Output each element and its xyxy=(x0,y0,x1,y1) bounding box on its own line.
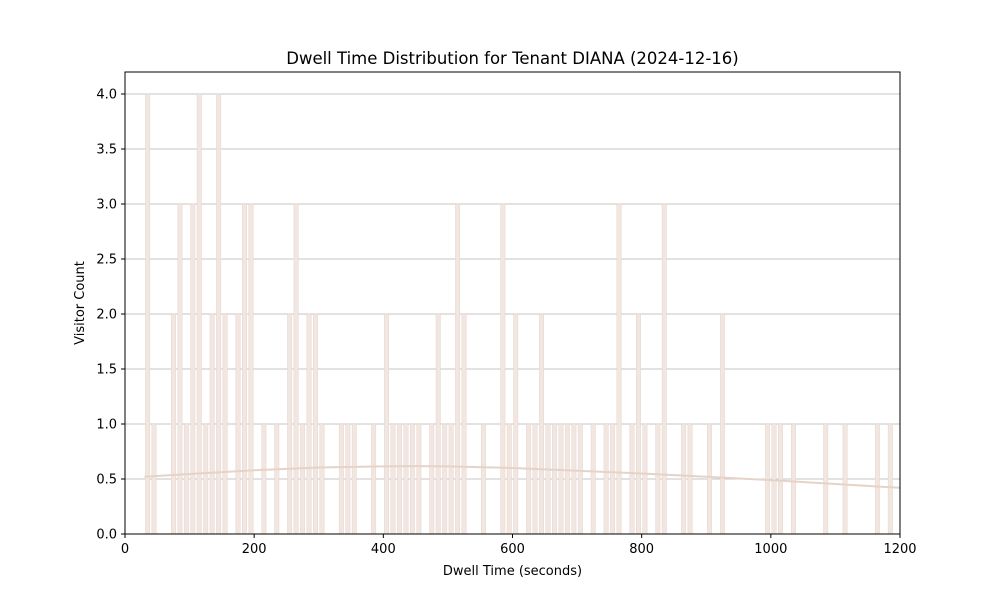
chart-title: Dwell Time Distribution for Tenant DIANA… xyxy=(286,49,739,68)
y-axis: 0.0 0.5 1.0 1.5 2.0 2.5 3.0 3.5 4.0 xyxy=(96,88,125,543)
histogram-bar xyxy=(397,423,402,535)
histogram-bar xyxy=(823,423,829,535)
histogram-bar xyxy=(293,203,299,535)
histogram-bar xyxy=(209,313,215,535)
x-tick-label: 400 xyxy=(371,542,396,557)
histogram-bar xyxy=(577,423,583,535)
histogram-bar xyxy=(719,313,725,535)
histogram-bar xyxy=(707,423,712,535)
histogram-bar xyxy=(629,423,635,535)
x-tick-label: 200 xyxy=(242,542,267,557)
histogram-bar xyxy=(655,423,661,535)
histogram-bar xyxy=(319,423,325,535)
histogram-bar xyxy=(590,423,596,535)
histogram-bar xyxy=(248,203,254,535)
histogram-bar xyxy=(351,423,357,535)
histogram-bar xyxy=(526,423,532,535)
histogram-bar xyxy=(190,203,196,535)
histogram-bar xyxy=(539,313,544,535)
histogram-bar xyxy=(571,423,577,535)
y-tick-label: 3.0 xyxy=(96,198,117,213)
x-tick-label: 800 xyxy=(629,542,654,557)
histogram-bar xyxy=(300,423,306,535)
y-tick-label: 0.0 xyxy=(96,528,117,543)
y-tick-label: 3.5 xyxy=(96,143,117,158)
histogram-bar xyxy=(203,423,209,535)
histogram-bar xyxy=(532,423,538,535)
histogram-bar xyxy=(681,423,687,535)
kde-line xyxy=(144,465,901,489)
histogram-bar xyxy=(171,313,176,535)
x-tick-label: 0 xyxy=(121,542,129,557)
histogram-bar xyxy=(842,423,848,535)
histogram-bar xyxy=(778,423,783,535)
histogram-bar xyxy=(274,423,280,535)
histogram-bar xyxy=(403,423,409,535)
histogram-bar xyxy=(552,423,557,535)
bars-layer xyxy=(145,93,893,535)
histogram-bar xyxy=(564,423,570,535)
histogram-bar xyxy=(616,203,622,535)
y-tick-label: 2.0 xyxy=(96,308,117,323)
histogram-bar xyxy=(216,93,222,535)
histogram-bar xyxy=(545,423,551,535)
x-axis-label: Dwell Time (seconds) xyxy=(443,564,582,579)
histogram-bar xyxy=(235,313,241,535)
grid-layer xyxy=(125,93,900,480)
x-tick-label: 1000 xyxy=(754,542,787,557)
y-tick-label: 4.0 xyxy=(96,88,117,103)
histogram-bar xyxy=(338,423,344,535)
histogram-bar xyxy=(771,423,777,535)
y-tick-label: 0.5 xyxy=(96,473,117,488)
histogram-bar xyxy=(313,313,318,535)
histogram-bar xyxy=(506,423,512,535)
histogram-bar xyxy=(384,313,389,535)
histogram-bar xyxy=(145,93,151,535)
histogram-bar xyxy=(500,203,506,535)
histogram-bar xyxy=(442,423,448,535)
histogram-bar xyxy=(455,203,461,535)
histogram-bar xyxy=(242,203,247,535)
histogram-bar xyxy=(558,423,564,535)
x-tick-label: 1200 xyxy=(883,542,916,557)
histogram-bar xyxy=(151,423,157,535)
x-axis: 0 200 400 600 800 1000 1200 xyxy=(121,534,917,557)
histogram-bar xyxy=(791,423,796,535)
y-tick-label: 2.5 xyxy=(96,253,117,268)
histogram-bar xyxy=(345,423,351,535)
histogram-bar xyxy=(222,313,228,535)
histogram-bar xyxy=(603,423,609,535)
y-axis-label: Visitor Count xyxy=(73,261,88,345)
histogram-bar xyxy=(177,203,183,535)
histogram-bar xyxy=(435,313,441,535)
histogram-bar xyxy=(874,423,880,535)
histogram-bar xyxy=(448,423,454,535)
histogram-bar xyxy=(610,423,616,535)
histogram-bar xyxy=(661,203,667,535)
histogram-bar xyxy=(687,423,693,535)
histogram-bar xyxy=(481,423,486,535)
x-tick-label: 600 xyxy=(500,542,525,557)
histogram-bar xyxy=(306,313,312,535)
histogram-bar xyxy=(513,313,519,535)
histogram-bar xyxy=(409,423,415,535)
histogram-bar xyxy=(429,423,435,535)
histogram-bar xyxy=(461,313,467,535)
histogram-bar xyxy=(636,313,641,535)
histogram-bar xyxy=(287,313,293,535)
y-tick-label: 1.5 xyxy=(96,363,117,378)
histogram-bar xyxy=(416,423,422,535)
histogram-bar xyxy=(183,423,189,535)
histogram-bar xyxy=(196,93,202,535)
histogram-bar xyxy=(390,423,396,535)
y-tick-label: 1.0 xyxy=(96,418,117,433)
histogram-bar xyxy=(371,423,377,535)
histogram-bar xyxy=(261,423,267,535)
histogram-bar xyxy=(887,423,893,535)
kde-line-layer xyxy=(144,465,901,489)
histogram-bar xyxy=(642,423,648,535)
